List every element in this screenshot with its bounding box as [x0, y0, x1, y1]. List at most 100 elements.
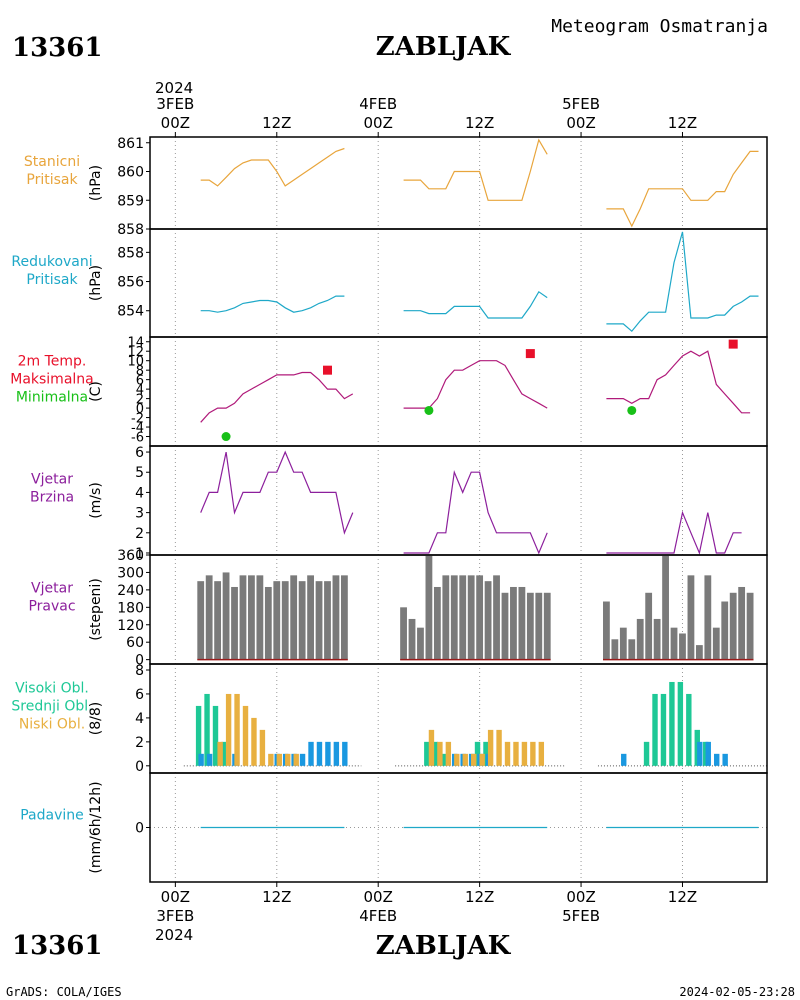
panel-label-line: Pravac: [28, 599, 75, 615]
wind-direction-bar: [340, 575, 348, 660]
bottom-hour-label: 00Z: [161, 888, 190, 906]
wind-direction-bar: [459, 575, 467, 660]
wind-direction-bar: [729, 592, 737, 660]
wind-direction-bar: [687, 575, 695, 660]
panel-label-line: Niski Obl.: [19, 717, 85, 733]
y-tick-label: 860: [117, 165, 144, 181]
wind-direction-bar: [484, 581, 492, 660]
cloud-bar: [462, 753, 468, 766]
y-tick-label: 240: [117, 583, 144, 599]
y-tick-label: 854: [117, 304, 144, 320]
y-tick-label: 858: [117, 222, 144, 238]
y-tick-label: 6: [135, 445, 144, 461]
min-temp-marker: [221, 432, 231, 442]
cloud-bar: [669, 681, 675, 766]
panel-label-line: Minimalna: [16, 390, 88, 406]
wind-direction-bar: [619, 627, 627, 660]
cloud-bar: [299, 753, 306, 766]
bottom-hour-label: 12Z: [262, 888, 291, 906]
top-hour-label: 12Z: [668, 114, 697, 132]
wind-direction-bar: [535, 592, 543, 660]
wind-direction-bar: [670, 627, 678, 660]
cloud-bar: [621, 753, 627, 766]
cloud-bar: [445, 741, 452, 766]
wind-direction-bar: [543, 592, 551, 660]
top-hour-label: 00Z: [566, 114, 595, 132]
wind-direction-bar: [400, 607, 407, 660]
wind-direction-bar: [450, 575, 458, 660]
footer-timestamp: 2024-02-05-23:28: [679, 985, 795, 999]
top-hour-label: 12Z: [465, 114, 494, 132]
station-name-bottom: ZABLJAK: [376, 931, 512, 961]
cloud-bar: [217, 741, 223, 766]
cloud-bar: [471, 753, 477, 766]
y-tick-label: 10: [127, 355, 144, 370]
wind-direction-bar: [636, 618, 644, 660]
wind-direction-bar: [231, 586, 238, 660]
cloud-bar: [479, 753, 485, 766]
wind-direction-bar: [645, 592, 653, 660]
top-date-label: 5FEB: [562, 95, 600, 113]
cloud-bar: [316, 741, 323, 766]
wind-direction-bar: [712, 627, 720, 660]
panel-label-line: Maksimalna: [10, 372, 94, 388]
wind-direction-bar: [290, 575, 298, 660]
y-tick-label: 8: [136, 364, 144, 379]
cloud-bar: [424, 741, 430, 766]
cloud-bar: [437, 741, 443, 766]
cloud-bar: [204, 693, 210, 766]
series-line: [200, 295, 345, 313]
cloud-bar: [538, 741, 545, 766]
y-tick-label: 858: [117, 245, 144, 261]
cloud-bar: [697, 741, 703, 766]
top-year-label: 2024: [155, 79, 193, 97]
wind-direction-bar: [738, 586, 746, 660]
y-tick-label: 60: [126, 635, 144, 651]
y-tick-label: 4: [136, 383, 144, 398]
wind-direction-bar: [214, 581, 222, 660]
cloud-bar: [530, 741, 536, 766]
unit-label: (hPa): [88, 265, 104, 301]
wind-direction-bar: [197, 581, 205, 660]
bottom-year-label: 2024: [155, 926, 193, 944]
bottom-hour-label: 12Z: [465, 888, 494, 906]
unit-label: (8/8): [88, 702, 104, 735]
panel-frame: [149, 336, 768, 447]
wind-direction-bar: [704, 575, 712, 660]
cloud-bar: [705, 741, 711, 766]
panel-clouds: Visoki Obl. Srednji Obl. Niski Obl. (8/8) 0 2…: [11, 663, 768, 775]
cloud-bar: [325, 741, 331, 766]
series-line: [200, 371, 354, 423]
y-tick-label: 4: [135, 711, 144, 727]
y-tick-label: 1: [135, 546, 144, 562]
y-tick-label: 0: [135, 653, 144, 669]
panel-frame: [149, 445, 768, 556]
wind-direction-bar: [493, 575, 500, 660]
wind-direction-bar: [662, 555, 669, 660]
wind-direction-bar: [273, 581, 281, 660]
cloud-bar: [454, 753, 460, 766]
cloud-bar: [212, 705, 219, 766]
panel-precipitation: Padavine (mm/6h/12h) 0: [20, 772, 768, 883]
y-tick-label: 300: [117, 565, 144, 581]
station-id-top: 13361: [12, 33, 102, 63]
bottom-hour-label: 00Z: [566, 888, 595, 906]
y-tick-label: 0: [135, 759, 144, 775]
wind-direction-bar: [746, 592, 754, 660]
series-line: [403, 360, 548, 409]
cloud-bar: [342, 741, 348, 766]
cloud-bar: [677, 681, 684, 766]
wind-direction-bar: [501, 592, 509, 660]
cloud-bar: [487, 729, 494, 766]
y-tick-label: 0: [135, 821, 144, 837]
wind-direction-bar: [442, 575, 450, 660]
bottom-hour-label: 12Z: [668, 888, 697, 906]
cloud-bar: [259, 729, 266, 766]
min-temp-marker: [424, 405, 434, 415]
wind-direction-bar: [315, 581, 323, 660]
y-tick-label: 2: [135, 735, 144, 751]
station-name-top: ZABLJAK: [376, 32, 512, 62]
